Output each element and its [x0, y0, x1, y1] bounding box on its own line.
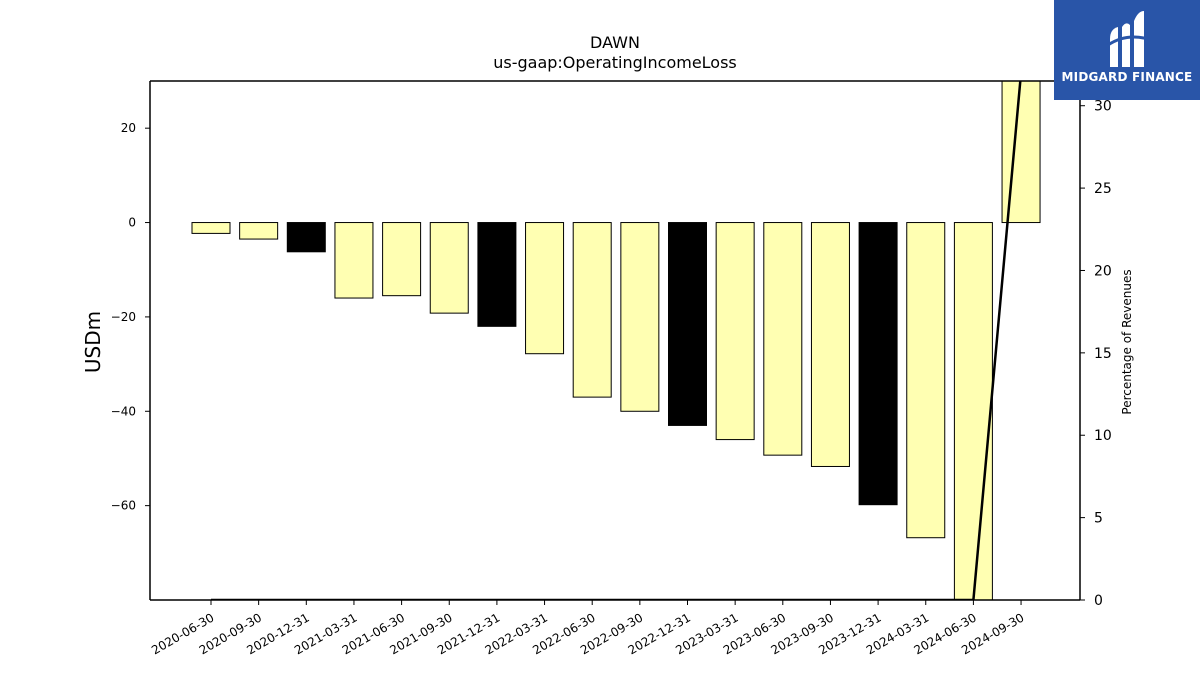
lines-group: [211, 81, 1022, 600]
y2-tick-label: 30: [1094, 99, 1112, 115]
bar-2022-03-31: [525, 222, 565, 355]
bar-2020-06-30: [191, 222, 231, 234]
y2-axis-label: Percentage of Revenues: [1120, 269, 1134, 414]
y2-tick-label: 10: [1094, 428, 1112, 444]
bar-2024-03-31: [906, 222, 946, 539]
y2-tick-label: 0: [1094, 593, 1103, 609]
bar-2024-09-30: [1001, 81, 1041, 224]
chart-subtitle: us-gaap:OperatingIncomeLoss: [493, 53, 737, 72]
y2-tick-label: 25: [1094, 181, 1112, 197]
y-axis-label: USDm: [81, 311, 105, 373]
y2-tick-label: 20: [1094, 263, 1112, 279]
logo-text: MIDGARD FINANCE: [1061, 70, 1193, 84]
bar-2023-12-31: [858, 222, 898, 506]
percentage-line: [211, 81, 1022, 600]
bar-2021-06-30: [382, 222, 422, 297]
chart-title: DAWN: [590, 33, 640, 52]
y2-tick-label: 5: [1094, 511, 1103, 527]
bar-2021-12-31: [477, 222, 517, 327]
bar-2021-09-30: [429, 222, 469, 314]
bars-group: [191, 81, 1041, 600]
y-tick-label: −60: [111, 499, 136, 513]
bar-2020-12-31: [286, 222, 326, 253]
bar-2020-09-30: [239, 222, 279, 240]
y2-tick-label: 15: [1094, 346, 1112, 362]
bar-2022-06-30: [572, 222, 612, 398]
bar-2024-06-30: [953, 222, 993, 600]
y-tick-label: −40: [111, 404, 136, 418]
y-tick-label: 20: [121, 121, 136, 135]
bar-2022-09-30: [620, 222, 660, 412]
y-tick-label: 0: [128, 216, 136, 230]
bar-2023-06-30: [763, 222, 803, 456]
bar-2021-03-31: [334, 222, 374, 299]
y-tick-label: −20: [111, 310, 136, 324]
bar-2023-09-30: [810, 222, 850, 467]
brand-logo: MIDGARD FINANCE: [1054, 0, 1200, 100]
bar-2022-12-31: [668, 222, 707, 426]
logo-mark-icon: [1107, 11, 1149, 67]
bar-2023-03-31: [715, 222, 755, 441]
